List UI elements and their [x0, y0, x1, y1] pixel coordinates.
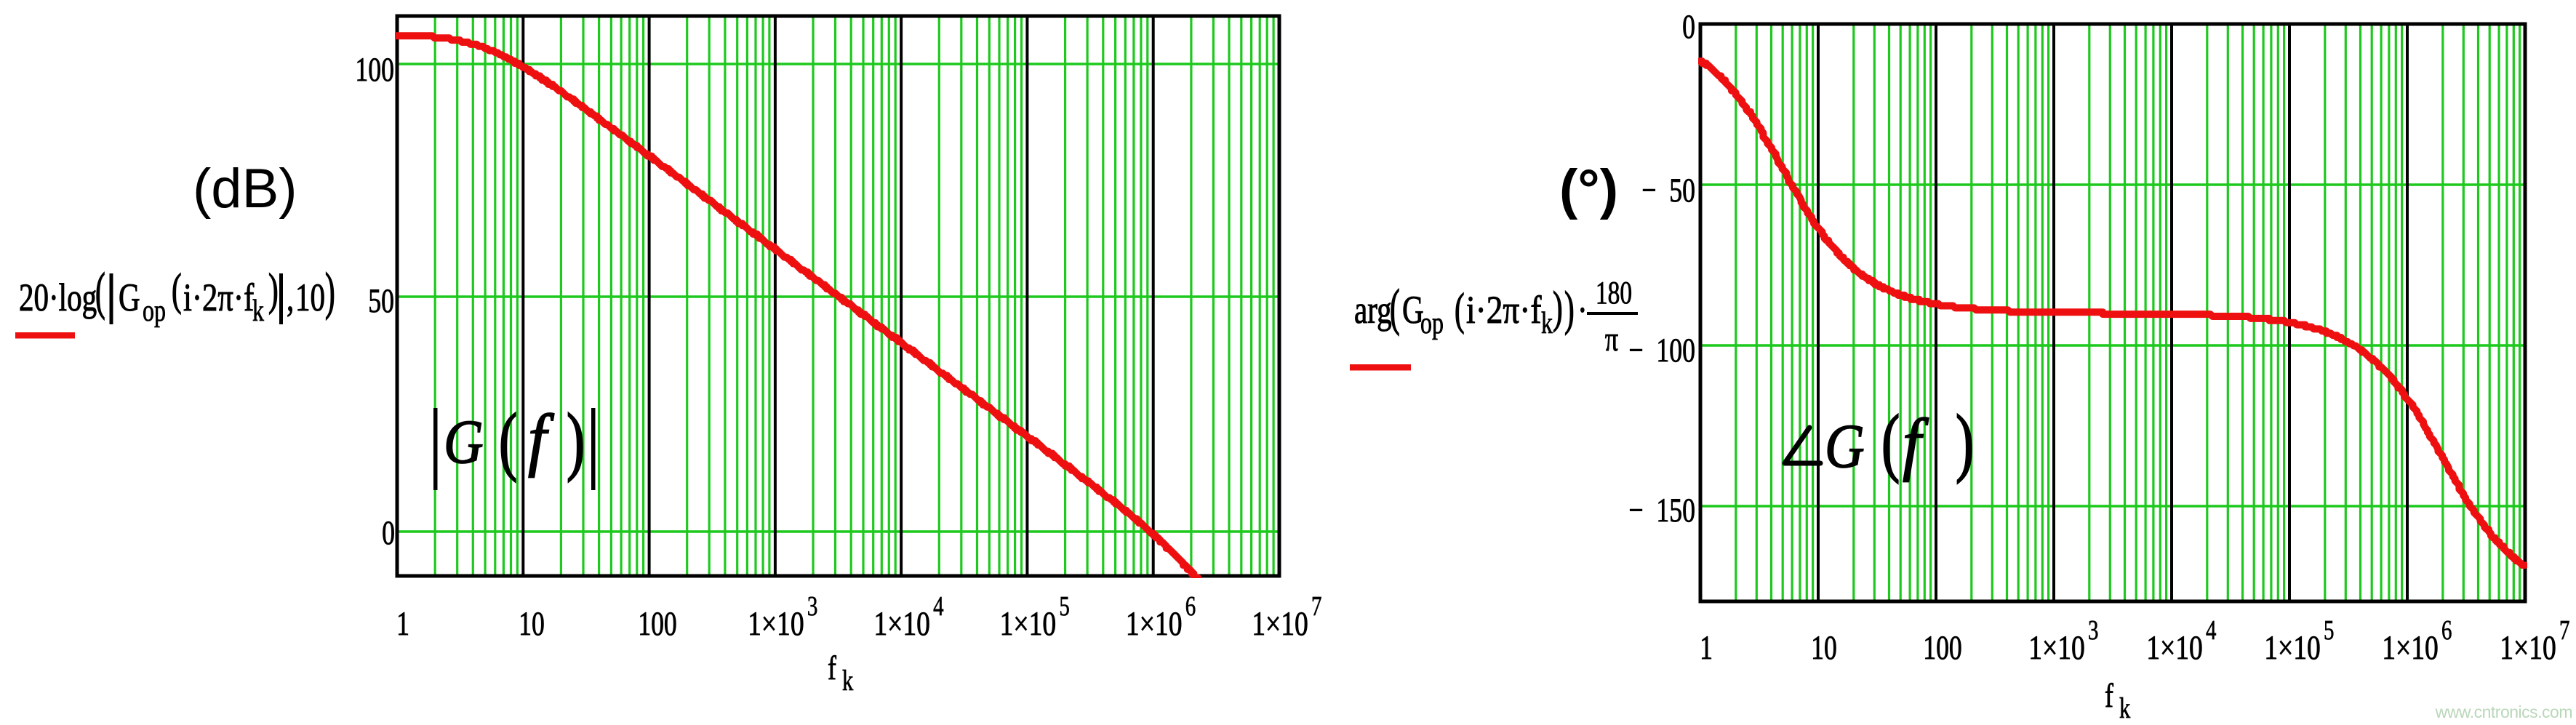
svg-text:3: 3 [2088, 615, 2098, 646]
svg-text:f: f [828, 649, 836, 687]
svg-text:100: 100 [355, 51, 394, 89]
svg-text:− 50: − 50 [1641, 172, 1695, 209]
svg-text:(: ( [95, 263, 105, 321]
svg-text:(: ( [1881, 398, 1900, 484]
svg-text:·: · [1577, 289, 1588, 332]
svg-text:1×10: 1×10 [2500, 629, 2556, 667]
svg-text:,: , [287, 276, 294, 320]
svg-text:1×10: 1×10 [1252, 605, 1308, 643]
svg-text:100: 100 [1923, 629, 1962, 667]
svg-text:G: G [444, 407, 484, 477]
svg-text:6: 6 [2441, 615, 2452, 646]
svg-text:1×10: 1×10 [2382, 629, 2439, 667]
svg-text:1×10: 1×10 [1126, 605, 1183, 643]
svg-text:20·log: 20·log [19, 276, 97, 320]
svg-text:1×10: 1×10 [2028, 629, 2085, 667]
svg-text:7: 7 [1311, 591, 1321, 622]
svg-text:3: 3 [807, 591, 817, 622]
svg-text:1×10: 1×10 [873, 605, 930, 643]
svg-text:G: G [1402, 289, 1424, 332]
svg-text:G: G [1825, 412, 1865, 481]
svg-text:1: 1 [396, 605, 409, 643]
svg-text:): ) [325, 263, 335, 321]
svg-text:10: 10 [519, 605, 545, 643]
svg-text:i·2π·f: i·2π·f [1466, 288, 1542, 332]
svg-text:): ) [268, 265, 279, 315]
svg-text:(°): (°) [1559, 159, 1618, 220]
svg-text:): ) [1553, 283, 1563, 333]
svg-text:k: k [2119, 692, 2130, 721]
svg-text:(dB): (dB) [193, 158, 297, 220]
svg-text:− 100: − 100 [1628, 332, 1695, 369]
svg-text:1×10: 1×10 [2146, 629, 2203, 667]
svg-text:arg: arg [1354, 289, 1392, 332]
svg-text:1×10: 1×10 [1000, 605, 1057, 643]
svg-text:G: G [119, 276, 140, 320]
svg-text:1×10: 1×10 [748, 605, 804, 643]
svg-text:5: 5 [1059, 591, 1069, 622]
svg-text:op: op [143, 295, 166, 328]
svg-text:0: 0 [382, 514, 395, 552]
svg-text:10: 10 [295, 276, 325, 320]
svg-text:4: 4 [2206, 615, 2217, 646]
svg-text:180: 180 [1596, 276, 1632, 311]
svg-text:k: k [252, 295, 264, 328]
svg-text:6: 6 [1185, 591, 1196, 622]
svg-text:op: op [1420, 307, 1444, 340]
svg-text:www.cntronics.com: www.cntronics.com [2435, 702, 2572, 721]
svg-text:1: 1 [1700, 629, 1713, 667]
svg-text:(: ( [499, 397, 517, 482]
svg-text:): ) [567, 397, 585, 482]
svg-text:− 150: − 150 [1628, 492, 1695, 529]
svg-text:1×10: 1×10 [2264, 629, 2321, 667]
svg-text:(: ( [1455, 285, 1465, 335]
svg-text:f: f [2105, 677, 2113, 715]
svg-text:k: k [842, 664, 853, 697]
svg-text:100: 100 [638, 605, 677, 643]
svg-text:): ) [1956, 398, 1974, 484]
svg-text:5: 5 [2324, 615, 2334, 646]
svg-text:): ) [1564, 282, 1575, 336]
svg-text:7: 7 [2559, 615, 2569, 646]
svg-text:k: k [1541, 307, 1553, 340]
svg-text:π: π [1605, 320, 1618, 359]
svg-text:0: 0 [1682, 8, 1695, 46]
svg-text:10: 10 [1811, 629, 1837, 667]
svg-text:(: ( [172, 265, 182, 315]
svg-text:(: ( [1390, 279, 1400, 337]
svg-text:50: 50 [368, 282, 394, 320]
svg-text:4: 4 [933, 591, 944, 622]
svg-text:i·2π·f: i·2π·f [183, 276, 255, 319]
